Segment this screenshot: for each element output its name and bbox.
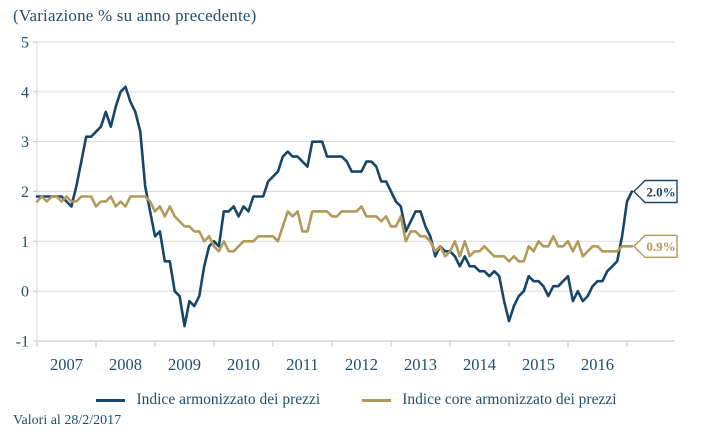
y-axis-label: 3 — [21, 134, 29, 151]
core-line-swatch — [362, 398, 392, 402]
legend-label-core: Indice core armonizzato dei prezzi — [402, 391, 617, 408]
x-axis-label: 2015 — [522, 355, 555, 374]
legend-item-headline: Indice armonizzato dei prezzi — [96, 391, 320, 409]
series-line-core — [35, 195, 634, 263]
x-axis-label: 2007 — [50, 355, 83, 374]
legend: Indice armonizzato dei prezzi Indice cor… — [0, 391, 713, 409]
end-label-core: 0.9% — [646, 239, 675, 254]
x-axis-label: 2016 — [581, 355, 614, 374]
x-axis-label: 2012 — [345, 355, 378, 374]
x-axis-label: 2011 — [286, 355, 318, 374]
y-axis-label: 1 — [21, 234, 29, 251]
end-label-headline: 2.0% — [646, 184, 675, 199]
chart-title: (Variazione % su anno precedente) — [13, 6, 257, 25]
y-axis-label: 0 — [21, 284, 29, 301]
x-axis-label: 2014 — [463, 355, 496, 374]
y-axis-label: -1 — [16, 334, 29, 351]
x-axis-label: 2009 — [168, 355, 201, 374]
legend-label-headline: Indice armonizzato dei prezzi — [136, 391, 321, 408]
line-chart-canvas: -1 0 1 2 3 4 5 2007 2008 2009 2010 2011 2012 2013 2014… — [16, 35, 678, 374]
series-line-headline — [35, 85, 634, 328]
legend-item-core: Indice core armonizzato dei prezzi — [362, 391, 617, 409]
y-axis-label: 2 — [21, 184, 29, 201]
footnote: Valori al 28/2/2017 — [13, 413, 122, 428]
end-callout-core — [632, 234, 678, 259]
y-axis-label: 5 — [21, 35, 29, 52]
headline-line-swatch — [96, 398, 126, 402]
x-axis-label: 2008 — [109, 355, 142, 374]
x-axis-label: 2013 — [404, 355, 437, 374]
x-axis-label: 2010 — [227, 355, 260, 374]
end-callout-headline — [632, 179, 678, 204]
y-axis-label: 4 — [21, 84, 29, 101]
